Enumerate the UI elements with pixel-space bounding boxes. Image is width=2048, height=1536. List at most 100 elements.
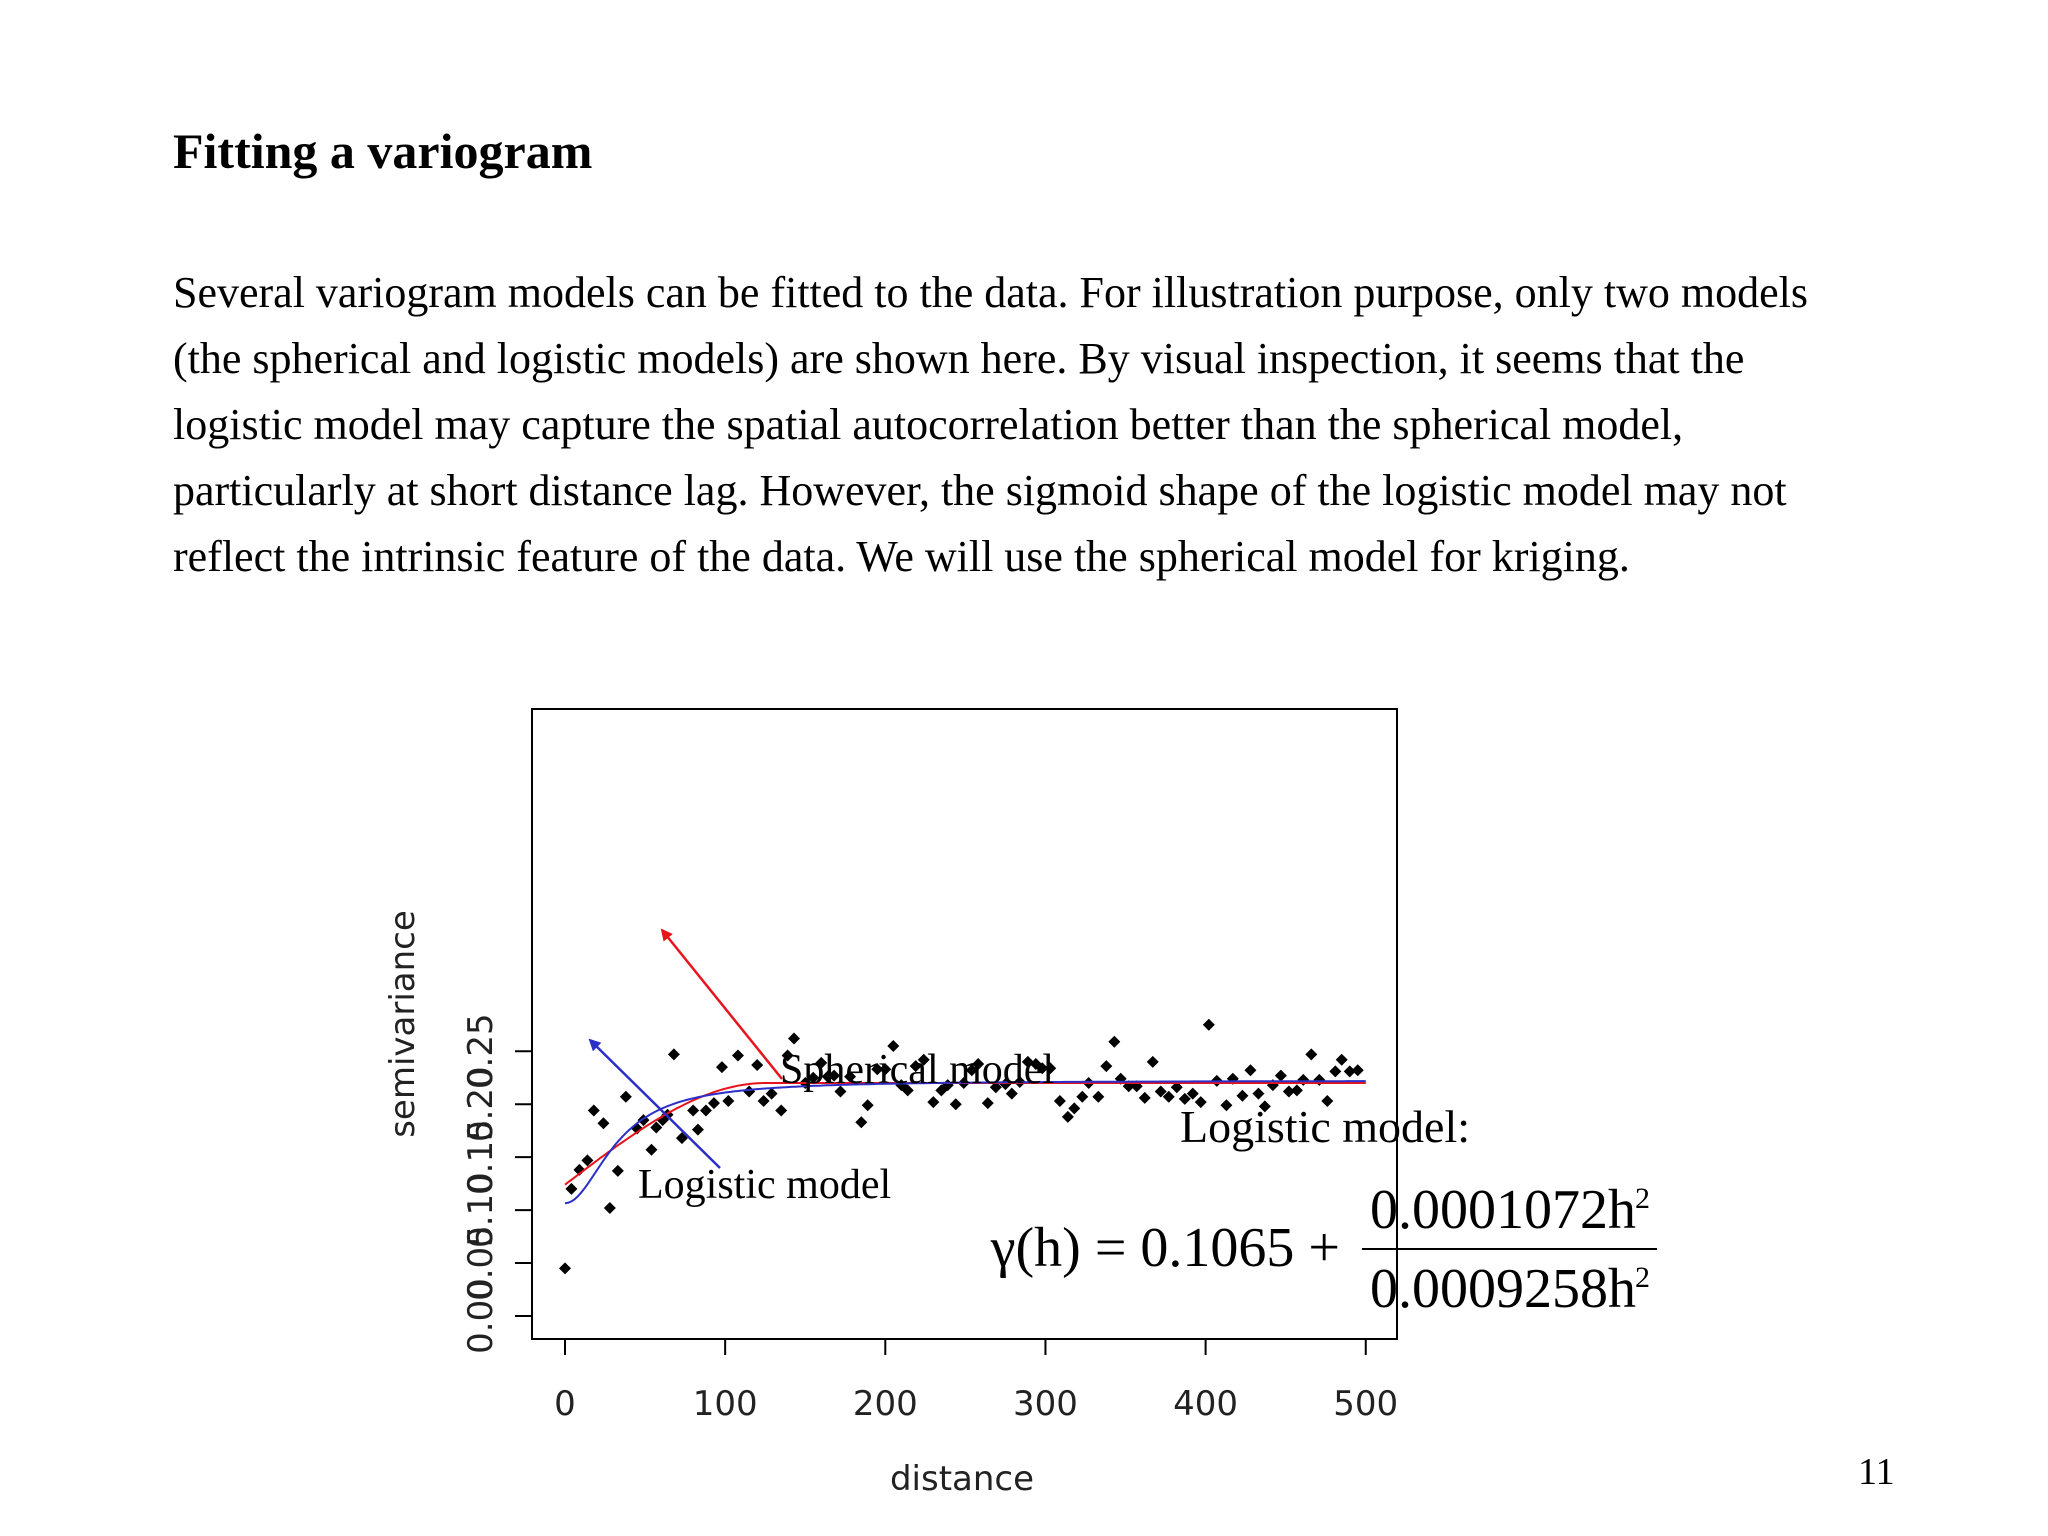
- data-point: [581, 1154, 594, 1167]
- y-tick-label: 0.05: [461, 1225, 501, 1301]
- data-point: [965, 1064, 978, 1077]
- data-point: [887, 1039, 900, 1052]
- x-tick-label: 500: [1333, 1384, 1398, 1424]
- data-point: [1274, 1069, 1287, 1082]
- data-point: [1178, 1092, 1191, 1105]
- data-point: [619, 1090, 632, 1103]
- data-point: [667, 1048, 680, 1061]
- y-tick-label: 0.20: [461, 1066, 501, 1142]
- equation-denominator-exponent: 2: [1635, 1261, 1650, 1294]
- data-point: [1108, 1035, 1121, 1048]
- data-point: [1092, 1090, 1105, 1103]
- data-point: [1335, 1053, 1348, 1066]
- x-axis-label: distance: [890, 1459, 1034, 1499]
- data-point: [861, 1099, 874, 1112]
- data-point: [1162, 1090, 1175, 1103]
- data-point: [691, 1123, 704, 1136]
- data-point: [1194, 1096, 1207, 1109]
- data-point: [1329, 1065, 1342, 1078]
- data-point: [1282, 1085, 1295, 1098]
- data-point: [1236, 1089, 1249, 1102]
- data-point: [650, 1121, 663, 1134]
- data-point: [1258, 1100, 1271, 1113]
- y-axis-label: semivariance: [383, 910, 423, 1138]
- data-point: [757, 1095, 770, 1108]
- data-point: [765, 1087, 778, 1100]
- data-point: [1146, 1055, 1159, 1068]
- page-title: Fitting a variogram: [173, 123, 593, 179]
- data-point: [917, 1053, 930, 1066]
- data-point: [1068, 1102, 1081, 1115]
- data-point: [687, 1104, 700, 1117]
- data-point: [1343, 1065, 1356, 1078]
- data-point: [1305, 1048, 1318, 1061]
- data-point: [781, 1049, 794, 1062]
- logistic-equation: γ(h) = 0.1065 + 0.0001072h 2 0.0009258h …: [990, 1179, 1657, 1320]
- y-tick-label: 0.25: [461, 1013, 501, 1089]
- data-point: [565, 1182, 578, 1195]
- data-point: [1290, 1084, 1303, 1097]
- logistic-model-label: Logistic model: [638, 1162, 891, 1208]
- data-point: [972, 1057, 985, 1070]
- data-point: [1297, 1073, 1310, 1086]
- data-point: [1252, 1087, 1265, 1100]
- data-point: [731, 1049, 744, 1062]
- data-point: [909, 1060, 922, 1073]
- y-tick-label: 0.00: [461, 1278, 501, 1354]
- data-point: [573, 1163, 586, 1176]
- data-point: [844, 1070, 857, 1083]
- x-axis: 0 100 200 300 400 500: [554, 1338, 1398, 1424]
- data-point: [1053, 1095, 1066, 1108]
- data-point: [1220, 1099, 1233, 1112]
- x-tick-label: 100: [693, 1384, 758, 1424]
- paragraph-line: logistic model may capture the spatial a…: [173, 400, 1684, 449]
- data-point: [855, 1116, 868, 1129]
- data-point: [807, 1071, 820, 1084]
- paragraph-line: (the spherical and logistic models) are …: [173, 334, 1745, 383]
- data-point: [834, 1085, 847, 1098]
- paragraph-line: Several variogram models can be fitted t…: [173, 268, 1808, 317]
- data-points: [559, 1018, 1364, 1275]
- spherical-arrow: [660, 928, 783, 1080]
- data-point: [1138, 1091, 1151, 1104]
- data-point: [901, 1084, 914, 1097]
- equation-numerator: 0.0001072h: [1370, 1179, 1636, 1241]
- x-tick-label: 300: [1013, 1384, 1078, 1424]
- equation-lhs: γ(h) = 0.1065 +: [990, 1217, 1340, 1279]
- data-point: [815, 1056, 828, 1069]
- body-paragraph: Several variogram models can be fitted t…: [173, 260, 1913, 590]
- data-point: [699, 1104, 712, 1117]
- data-point: [1100, 1060, 1113, 1073]
- data-point: [1244, 1064, 1257, 1077]
- data-point: [999, 1078, 1012, 1091]
- paragraph-line: particularly at short distance lag. Howe…: [173, 466, 1787, 515]
- data-point: [587, 1104, 600, 1117]
- data-point: [981, 1097, 994, 1110]
- equation-numerator-exponent: 2: [1635, 1182, 1650, 1215]
- data-point: [1005, 1087, 1018, 1100]
- logistic-model-heading: Logistic model:: [1180, 1101, 1470, 1152]
- data-point: [645, 1143, 658, 1156]
- data-point: [1186, 1087, 1199, 1100]
- data-point: [1154, 1085, 1167, 1098]
- spherical-model-label: Spherical model: [780, 1047, 1054, 1093]
- logistic-arrow: [588, 1038, 721, 1169]
- data-point: [828, 1069, 841, 1082]
- data-point: [1076, 1090, 1089, 1103]
- data-point: [715, 1061, 728, 1074]
- y-axis: 0.000.050.100.150.200.25: [461, 1013, 533, 1354]
- x-tick-label: 0: [554, 1384, 576, 1424]
- data-point: [1313, 1073, 1326, 1086]
- data-point: [707, 1097, 720, 1110]
- y-tick-label: 0.10: [461, 1172, 501, 1248]
- data-point: [927, 1096, 940, 1109]
- data-point: [1044, 1062, 1057, 1075]
- data-point: [603, 1201, 616, 1214]
- data-point: [751, 1059, 764, 1072]
- data-point: [989, 1081, 1002, 1094]
- paragraph-line: reflect the intrinsic feature of the dat…: [173, 532, 1630, 581]
- data-point: [1321, 1095, 1334, 1108]
- data-point: [775, 1104, 788, 1117]
- y-tick-label: 0.15: [461, 1119, 501, 1195]
